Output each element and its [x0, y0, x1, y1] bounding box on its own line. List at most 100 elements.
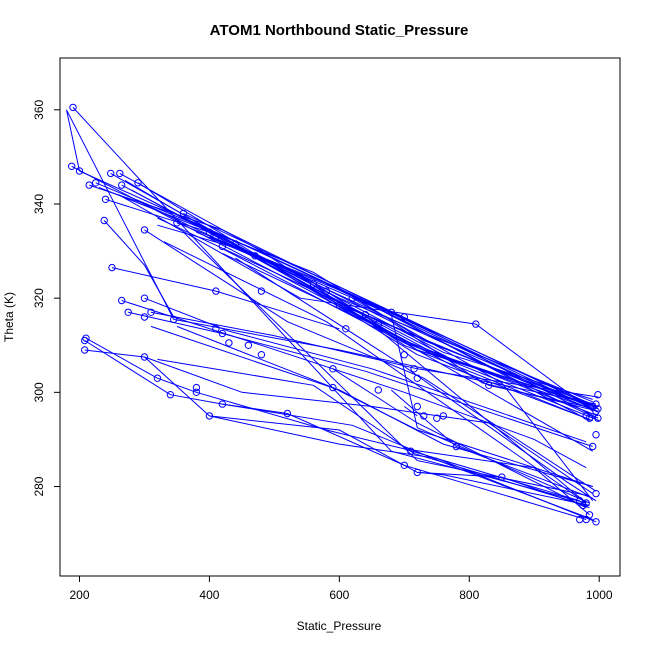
x-tick-label: 800 [459, 588, 479, 602]
data-point [439, 412, 447, 420]
data-point [212, 325, 220, 333]
data-point [81, 336, 89, 345]
series-line [150, 325, 593, 487]
data-point [452, 442, 460, 451]
data-point [329, 365, 337, 373]
data-point [433, 414, 441, 422]
series-line [183, 212, 593, 407]
x-axis: 200 400 600 800 1000 [69, 575, 613, 602]
series-line [196, 231, 593, 400]
points-layer [68, 103, 602, 526]
data-point [413, 468, 421, 477]
series-line [111, 267, 340, 330]
data-point [140, 313, 149, 321]
data-point [322, 287, 331, 295]
x-axis-label: Static_Pressure [297, 619, 382, 633]
data-point [413, 374, 421, 382]
x-tick-label: 600 [329, 588, 349, 602]
series-line [66, 109, 175, 320]
series-line [163, 241, 587, 504]
data-point [410, 365, 418, 373]
data-point [592, 518, 600, 526]
data-point [400, 313, 408, 321]
series-line [150, 311, 599, 398]
data-point [342, 325, 350, 333]
y-axis-label: Theta (K) [2, 292, 16, 342]
data-point [589, 442, 597, 451]
data-point [374, 320, 382, 328]
data-point [420, 412, 428, 420]
series-line [390, 389, 593, 499]
series-line [254, 255, 590, 504]
series-line [222, 403, 593, 520]
data-point [192, 388, 201, 396]
data-point [231, 240, 240, 248]
data-point [116, 169, 124, 178]
data-point [81, 346, 89, 354]
x-tick-label: 1000 [586, 588, 613, 602]
series-line [404, 406, 418, 417]
series-line [71, 165, 600, 422]
data-point [107, 169, 115, 178]
data-point [251, 252, 259, 260]
data-point [75, 167, 84, 175]
data-point [69, 103, 77, 112]
y-tick-label: 360 [32, 99, 46, 119]
series-line [309, 288, 597, 410]
data-point [400, 461, 408, 469]
data-point [257, 351, 266, 359]
data-point [173, 219, 181, 227]
series-line [72, 107, 587, 504]
data-point [225, 339, 233, 347]
data-point [387, 308, 395, 316]
data-point [134, 179, 142, 187]
data-point [170, 315, 178, 324]
data-point [257, 287, 266, 295]
data-point [361, 310, 369, 319]
x-tick-label: 200 [69, 588, 89, 602]
data-point [101, 195, 110, 204]
data-point [582, 499, 590, 507]
data-point [592, 431, 600, 439]
y-tick-label: 340 [32, 194, 46, 214]
data-point [576, 515, 584, 524]
y-tick-label: 280 [32, 476, 46, 496]
data-point [498, 473, 506, 481]
data-point [100, 216, 108, 225]
series-layer [66, 107, 600, 523]
chart-title: ATOM1 Northbound Static_Pressure [210, 22, 469, 39]
series-line [183, 231, 590, 497]
data-point [118, 296, 126, 305]
data-point [309, 280, 318, 288]
data-point [283, 409, 292, 418]
data-point [153, 374, 162, 382]
series-line [332, 368, 587, 509]
data-point [68, 162, 76, 171]
data-point [205, 228, 214, 236]
data-point [147, 308, 155, 316]
data-point [192, 383, 201, 392]
data-point [85, 181, 93, 189]
data-point [592, 489, 600, 498]
series-line [235, 257, 597, 502]
data-point [212, 233, 220, 241]
data-point [124, 308, 132, 316]
data-point [205, 412, 214, 420]
data-point [485, 381, 493, 389]
y-axis: 280 300 320 340 360 [32, 99, 61, 497]
series-line [352, 297, 594, 502]
data-point [592, 407, 600, 415]
data-point [348, 294, 356, 302]
data-point [244, 341, 253, 349]
data-point [582, 412, 590, 420]
data-point [92, 179, 100, 187]
data-point [108, 263, 116, 272]
series-line [144, 229, 597, 492]
y-tick-label: 320 [32, 288, 46, 308]
data-point [218, 242, 227, 251]
series-line [144, 297, 587, 443]
data-point [472, 320, 480, 328]
data-point [594, 414, 602, 422]
data-point [218, 329, 227, 338]
